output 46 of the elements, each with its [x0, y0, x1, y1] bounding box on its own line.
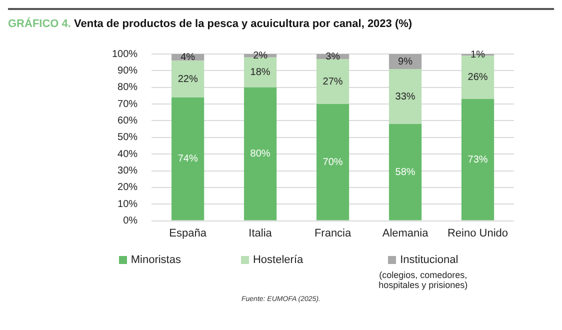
data-label: 26%: [468, 72, 488, 84]
bar: [172, 97, 204, 220]
data-label: 27%: [322, 76, 343, 88]
data-label: 80%: [250, 148, 270, 160]
data-label: 58%: [395, 166, 416, 178]
bar: [388, 124, 422, 220]
x-tick-label: Alemania: [382, 227, 430, 240]
bar: [244, 87, 277, 220]
bar: [172, 60, 204, 98]
y-tick-label: 40%: [118, 148, 138, 160]
y-tick-label: 80%: [118, 82, 138, 94]
x-tick-label: Reino Unido: [447, 227, 508, 240]
y-tick-label: 60%: [118, 115, 138, 126]
data-label: 73%: [468, 154, 488, 166]
bar: [388, 69, 422, 124]
chart-title: GRÁFICO 4. Venta de productos de la pesca y acuicultura por canal, 2023 (%): [8, 18, 414, 30]
bar: [461, 99, 494, 220]
legend-label: Minoristas: [130, 254, 181, 266]
bar: [316, 104, 350, 220]
data-label: 22%: [178, 74, 198, 85]
bar: [244, 57, 277, 88]
legend-label: Institucional: [400, 254, 458, 266]
data-label: 70%: [322, 156, 343, 168]
legend-label: Hostelería: [252, 254, 304, 266]
y-tick-label: 30%: [118, 166, 138, 177]
y-tick-label: 50%: [118, 132, 138, 144]
y-tick-label: 100%: [112, 48, 138, 60]
y-tick-label: 20%: [118, 182, 138, 194]
data-label: 3%: [326, 51, 340, 62]
y-tick-label: 10%: [118, 198, 138, 210]
data-label: 9%: [398, 56, 413, 68]
data-label: 1%: [470, 50, 486, 61]
bar: [316, 59, 350, 104]
data-label: 4%: [180, 52, 196, 64]
y-tick-label: 90%: [118, 65, 138, 76]
data-label: 33%: [395, 91, 416, 102]
y-tick-label: 70%: [118, 98, 138, 110]
data-label: 2%: [253, 50, 268, 62]
y-tick-label: 0%: [123, 216, 138, 227]
data-label: 18%: [250, 67, 270, 78]
x-tick-label: Italia: [248, 227, 273, 240]
x-tick-label: España: [169, 227, 208, 240]
data-label: 74%: [178, 154, 198, 165]
bar: [461, 56, 494, 100]
text: (colegios, comedores, hospitales y prisiones): [378, 270, 469, 290]
x-tick-label: Francia: [314, 227, 352, 240]
